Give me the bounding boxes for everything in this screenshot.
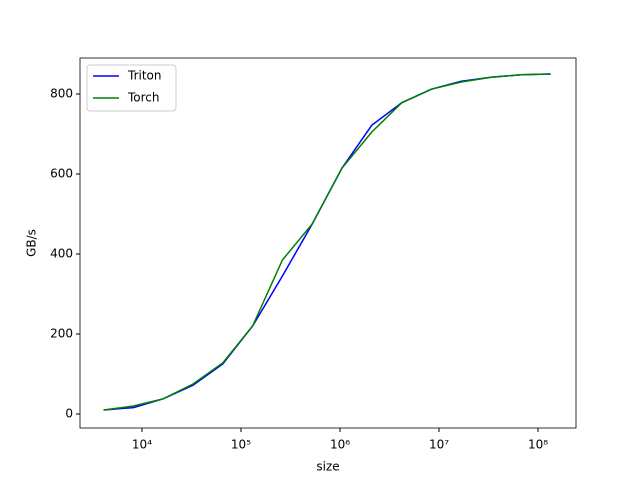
y-tick-label: 400 <box>50 247 73 261</box>
y-tick-label: 800 <box>50 87 73 101</box>
x-axis-label: size <box>316 460 339 474</box>
x-tick-label: 10⁸ <box>528 438 548 452</box>
x-tick-label: 10⁷ <box>429 438 449 452</box>
y-tick-label: 200 <box>50 327 73 341</box>
legend-label: Torch <box>127 91 160 105</box>
series-line <box>103 73 551 411</box>
legend-label: Triton <box>127 69 162 83</box>
series-line <box>103 73 551 411</box>
y-axis-label: GB/s <box>25 229 39 257</box>
x-tick-label: 10⁵ <box>231 438 251 452</box>
x-tick-label: 10⁶ <box>330 438 350 452</box>
y-tick-label: 0 <box>65 407 73 421</box>
plot-frame <box>79 57 577 429</box>
y-tick-label: 600 <box>50 167 73 181</box>
x-tick-label: 10⁴ <box>132 438 152 452</box>
